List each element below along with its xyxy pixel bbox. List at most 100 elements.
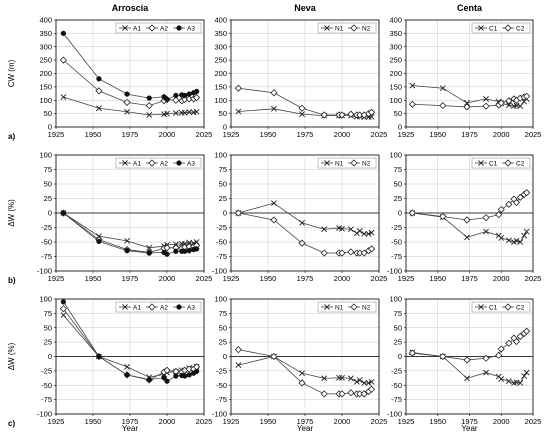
y-tick-label: 100 xyxy=(214,96,227,105)
y-tick-label: -75 xyxy=(41,252,52,261)
x-marker-stroke xyxy=(96,105,102,112)
y-tick-label: -50 xyxy=(391,238,402,247)
data-point xyxy=(439,102,447,110)
data-point xyxy=(339,374,345,381)
data-point xyxy=(347,110,355,118)
x-marker-stroke xyxy=(505,102,512,108)
data-point xyxy=(324,160,330,166)
y-tick-label: -50 xyxy=(216,238,227,247)
diamond-marker xyxy=(523,189,531,197)
y-tick-label: -50 xyxy=(216,381,227,390)
diamond-marker xyxy=(512,337,521,346)
diamond-marker xyxy=(148,303,156,311)
dot-marker xyxy=(60,299,67,305)
y-tick-label: 50 xyxy=(44,109,52,118)
data-point xyxy=(193,368,200,375)
data-point xyxy=(148,159,156,167)
x-marker-stroke xyxy=(124,237,130,244)
data-point xyxy=(193,246,200,252)
y-tick-label: 300 xyxy=(389,42,402,51)
data-point xyxy=(463,356,471,364)
diamond-marker xyxy=(523,327,531,335)
data-point xyxy=(365,380,372,386)
legend: N1 N2 xyxy=(317,157,377,169)
data-point xyxy=(353,230,360,237)
x-marker-stroke xyxy=(517,380,524,386)
diamond-marker xyxy=(495,211,503,219)
x-tick-label: 1975 xyxy=(122,274,139,283)
data-point xyxy=(59,305,67,313)
y-tick-label: 75 xyxy=(394,309,402,318)
x-marker-stroke xyxy=(299,219,305,226)
x-marker-stroke xyxy=(321,375,328,382)
dot-marker xyxy=(146,376,152,383)
data-point xyxy=(124,372,130,378)
legend-item-a3: A3 xyxy=(173,160,195,167)
x-tick-label: 1925 xyxy=(398,417,415,426)
diamond-marker xyxy=(497,99,505,107)
data-point xyxy=(497,205,505,214)
x-marker-stroke xyxy=(324,304,330,310)
legend-box xyxy=(471,157,531,169)
data-point xyxy=(482,214,490,222)
dot-marker xyxy=(146,250,152,256)
data-point xyxy=(299,219,305,226)
x-axis-label: Year xyxy=(461,424,478,433)
legend-label: A3 xyxy=(187,160,195,167)
data-point xyxy=(146,95,152,101)
y-tick-label: 0 xyxy=(223,123,227,132)
diamond-marker xyxy=(439,102,447,110)
legend: A1 A2 A3 xyxy=(115,22,202,34)
x-marker-stroke xyxy=(478,160,484,166)
y-tick-label: 200 xyxy=(214,69,227,78)
data-point xyxy=(347,389,355,397)
y-tick-label: -25 xyxy=(216,223,227,232)
data-point xyxy=(123,98,131,106)
x-marker-stroke xyxy=(146,244,153,251)
data-point xyxy=(463,216,471,224)
legend: N1 N2 xyxy=(317,22,377,34)
x-marker-stroke xyxy=(164,110,170,117)
diamond-marker xyxy=(320,249,328,257)
y-tick-label: 0 xyxy=(398,352,402,361)
x-tick-label: 1925 xyxy=(223,130,240,139)
x-tick-label: 1925 xyxy=(398,130,415,139)
data-point xyxy=(193,94,201,102)
dot-marker xyxy=(176,160,182,166)
data-point xyxy=(124,91,130,97)
dot-marker xyxy=(182,92,188,99)
data-point xyxy=(181,109,188,116)
x-marker-stroke xyxy=(235,362,242,369)
x-tick-label: 1950 xyxy=(429,274,446,283)
data-point xyxy=(124,237,130,244)
data-point xyxy=(164,251,170,257)
data-point xyxy=(60,94,67,100)
data-point xyxy=(172,96,180,104)
legend-box xyxy=(471,22,531,34)
data-point xyxy=(146,244,153,251)
x-marker-stroke xyxy=(361,380,368,386)
panel-centa-c: -100 -75 -50 -25 0 25 50 75 100 1925 1950 1975 2000 2… xyxy=(387,295,541,426)
data-point xyxy=(505,97,513,105)
legend-label: C2 xyxy=(516,304,525,311)
x-marker-stroke xyxy=(483,95,489,102)
x-tick-label: 2025 xyxy=(525,274,542,283)
legend-box xyxy=(317,157,377,169)
data-point xyxy=(176,160,182,166)
y-tick-label: -100 xyxy=(37,410,52,419)
y-tick-label: 100 xyxy=(389,151,402,160)
data-point xyxy=(523,92,531,100)
data-point xyxy=(517,103,524,110)
series-n2 xyxy=(234,84,376,119)
x-marker-stroke xyxy=(122,25,128,31)
data-point xyxy=(186,248,192,254)
y-tick-label: 100 xyxy=(39,96,52,105)
data-point xyxy=(270,89,278,97)
x-marker-stroke xyxy=(353,230,360,237)
x-tick-label: 1975 xyxy=(461,417,478,426)
y-tick-label: 400 xyxy=(389,16,402,25)
x-tick-label: 1975 xyxy=(297,130,314,139)
x-marker-stroke xyxy=(336,225,342,231)
data-point xyxy=(176,304,182,310)
x-marker-stroke xyxy=(409,82,416,89)
